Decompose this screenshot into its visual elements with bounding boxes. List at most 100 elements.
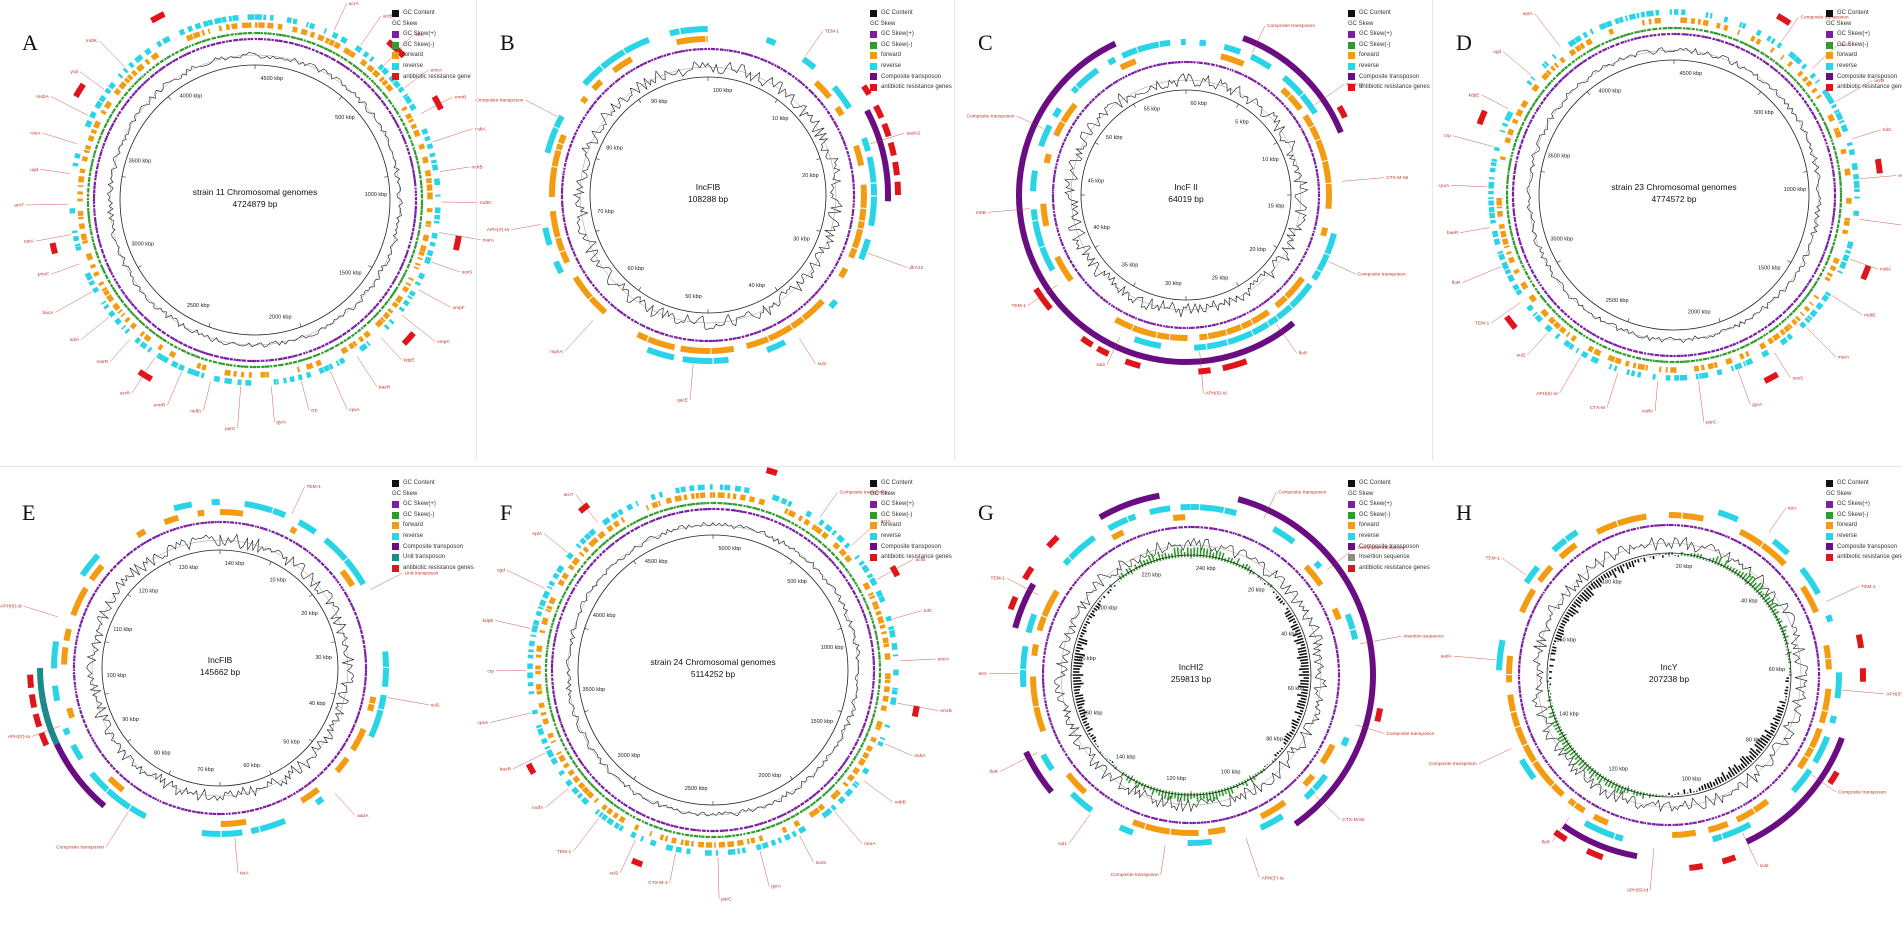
feature-block bbox=[1578, 553, 1582, 556]
feature-block bbox=[1320, 227, 1329, 237]
feature-block bbox=[412, 173, 416, 180]
feature-block bbox=[362, 80, 368, 86]
feature-block bbox=[429, 152, 436, 158]
feature-block bbox=[713, 356, 729, 364]
feature-block bbox=[1713, 361, 1718, 369]
feature-block bbox=[576, 792, 584, 799]
tick-mark bbox=[1130, 570, 1134, 575]
feature-block bbox=[1769, 47, 1775, 54]
feature-block bbox=[830, 792, 839, 801]
feature-block bbox=[557, 714, 561, 718]
legend-item: GC Content bbox=[392, 8, 471, 19]
feature-block bbox=[1507, 167, 1511, 172]
skew-bar bbox=[1641, 792, 1645, 799]
feature-block bbox=[1770, 564, 1776, 570]
feature-block bbox=[844, 567, 849, 572]
feature-block bbox=[1071, 583, 1076, 587]
tick-mark bbox=[638, 99, 642, 103]
composite-arc bbox=[1745, 736, 1845, 845]
feature-block bbox=[1542, 298, 1548, 304]
feature-block bbox=[137, 76, 143, 82]
composite-arc bbox=[1242, 35, 1344, 134]
skew-bar bbox=[1775, 715, 1782, 719]
tick-mark bbox=[168, 561, 171, 566]
feature-block bbox=[807, 538, 812, 543]
feature-block bbox=[1541, 63, 1548, 69]
feature-block bbox=[735, 833, 740, 837]
feature-block bbox=[1289, 273, 1294, 278]
feature-block bbox=[1593, 348, 1602, 357]
feature-block bbox=[550, 712, 555, 719]
feature-block bbox=[391, 301, 399, 309]
feature-block bbox=[1282, 282, 1287, 287]
genome-name: strain 11 Chromosomal genomes bbox=[192, 187, 318, 197]
skew-bar bbox=[1714, 556, 1719, 565]
feature-block bbox=[155, 533, 161, 538]
feature-block bbox=[91, 592, 96, 597]
feature-block bbox=[868, 196, 877, 227]
gene-annotation: pmrF bbox=[38, 272, 49, 278]
feature-block bbox=[1537, 748, 1542, 753]
feature-block bbox=[846, 773, 855, 782]
feature-block bbox=[842, 564, 846, 569]
feature-block bbox=[313, 555, 318, 560]
feature-block bbox=[536, 690, 543, 695]
feature-block bbox=[106, 788, 132, 810]
feature-block bbox=[363, 314, 369, 319]
skew-bar bbox=[1759, 737, 1769, 744]
feature-block bbox=[1227, 330, 1254, 346]
feature-block bbox=[553, 612, 557, 618]
feature-block bbox=[1330, 628, 1334, 632]
feature-block bbox=[349, 69, 353, 73]
feature-block bbox=[1030, 676, 1040, 707]
feature-block bbox=[410, 142, 415, 147]
resistance-gene-mark bbox=[386, 39, 407, 59]
feature-block bbox=[1207, 324, 1212, 328]
feature-block bbox=[548, 628, 553, 635]
feature-block bbox=[860, 728, 864, 734]
feature-block bbox=[647, 59, 652, 64]
feature-block bbox=[1794, 315, 1801, 322]
feature-block bbox=[1514, 223, 1518, 227]
skew-bar bbox=[1622, 563, 1625, 567]
feature-block bbox=[1534, 314, 1544, 323]
gene-annotation: sdiA bbox=[70, 337, 80, 343]
skew-bar bbox=[1552, 646, 1557, 649]
feature-block bbox=[1170, 828, 1199, 837]
feature-block bbox=[765, 36, 777, 47]
skew-bar bbox=[1689, 788, 1692, 794]
feature-block bbox=[551, 149, 562, 167]
feature-block bbox=[1141, 813, 1144, 817]
feature-block bbox=[271, 802, 275, 806]
skew-bar bbox=[1263, 582, 1266, 585]
feature-block bbox=[849, 586, 854, 591]
gene-annotation: msbA bbox=[36, 94, 49, 100]
feature-block bbox=[599, 292, 603, 297]
gc-content-ring bbox=[1531, 536, 1808, 813]
annotation-leader bbox=[1849, 258, 1878, 270]
tick-label: 180 kbp bbox=[1076, 656, 1096, 662]
feature-block bbox=[211, 36, 217, 40]
feature-block bbox=[92, 155, 96, 158]
resistance-gene-mark bbox=[1374, 707, 1384, 723]
feature-block bbox=[1822, 134, 1826, 138]
feature-block bbox=[1529, 613, 1533, 619]
feature-block bbox=[126, 74, 134, 81]
feature-block bbox=[1134, 536, 1137, 540]
feature-block bbox=[1127, 72, 1132, 77]
feature-block bbox=[868, 705, 872, 710]
feature-block bbox=[1056, 739, 1060, 742]
genome-size: 64019 bp bbox=[1168, 194, 1204, 204]
feature-block bbox=[1302, 255, 1306, 259]
feature-block bbox=[634, 526, 639, 531]
feature-block bbox=[1300, 575, 1305, 580]
feature-block bbox=[1735, 45, 1741, 50]
feature-block bbox=[1309, 148, 1313, 153]
feature-block bbox=[586, 276, 591, 281]
feature-block bbox=[1821, 253, 1825, 257]
feature-block bbox=[390, 114, 394, 117]
tick-mark bbox=[1757, 91, 1762, 95]
feature-block bbox=[215, 41, 222, 45]
feature-block bbox=[124, 294, 129, 300]
skew-bar bbox=[1732, 767, 1738, 775]
